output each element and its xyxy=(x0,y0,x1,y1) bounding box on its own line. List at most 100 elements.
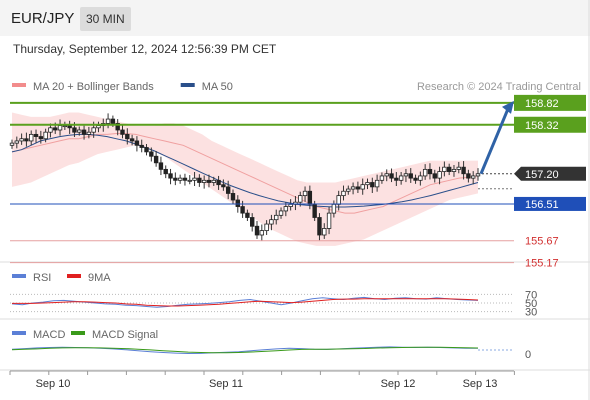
legend-swatch xyxy=(12,83,26,87)
candle xyxy=(48,127,53,133)
candle xyxy=(322,228,327,236)
candle xyxy=(326,212,332,229)
candle xyxy=(225,186,231,194)
candle xyxy=(341,190,346,197)
rsi-tick-label: 30 xyxy=(525,307,537,319)
candle xyxy=(163,168,168,175)
candle xyxy=(197,177,202,183)
candle xyxy=(374,179,380,188)
ma20-line xyxy=(11,133,479,214)
candle xyxy=(33,133,39,137)
legend-label: RSI xyxy=(33,272,51,284)
candle xyxy=(274,214,279,221)
candle xyxy=(168,173,173,179)
candle xyxy=(62,125,68,128)
legend-label: MACD Signal xyxy=(92,329,158,341)
candle xyxy=(384,173,389,177)
chart-header: EUR/JPY 30 MIN xyxy=(0,0,590,36)
candle xyxy=(129,138,135,142)
candle xyxy=(43,131,48,140)
candle xyxy=(53,127,58,131)
candle xyxy=(81,129,87,135)
candle xyxy=(77,129,82,133)
candle xyxy=(24,138,29,142)
level-badge xyxy=(514,116,586,133)
level-label: 156.51 xyxy=(525,199,559,211)
candle xyxy=(446,166,452,172)
candle xyxy=(398,175,404,181)
rsi-ma9-line xyxy=(12,298,479,307)
level-label: 158.82 xyxy=(525,98,559,110)
legend-label: MACD xyxy=(33,329,65,341)
candle xyxy=(96,125,101,129)
legend-swatch xyxy=(67,274,81,278)
candle xyxy=(437,171,442,179)
candle xyxy=(370,182,375,188)
candle xyxy=(427,168,433,175)
candle xyxy=(173,177,178,181)
candle xyxy=(451,168,457,172)
candle xyxy=(206,179,212,183)
level-label: 155.67 xyxy=(525,236,559,248)
level-label: 158.32 xyxy=(525,120,559,132)
candle xyxy=(355,186,361,190)
level-label: 155.17 xyxy=(525,258,559,270)
candle xyxy=(235,199,240,207)
candle xyxy=(14,140,20,144)
candle xyxy=(192,177,197,181)
candle xyxy=(149,151,154,157)
rsi-tick-label: 50 xyxy=(525,298,537,310)
candle xyxy=(230,193,236,201)
legend-label: 9MA xyxy=(88,272,111,284)
candle xyxy=(418,175,423,181)
candle xyxy=(177,177,183,181)
macd-signal-line xyxy=(11,346,479,354)
candle xyxy=(317,217,322,236)
candle xyxy=(91,127,96,133)
candle xyxy=(346,188,351,192)
level-badge xyxy=(514,94,586,111)
level-badge xyxy=(514,196,586,211)
candle xyxy=(139,144,144,148)
candle xyxy=(264,223,269,232)
candle xyxy=(144,147,149,153)
candle xyxy=(38,136,44,140)
legend-swatch xyxy=(71,331,85,335)
x-tick-label: Sep 13 xyxy=(463,378,498,390)
bollinger-band xyxy=(12,112,478,246)
candle xyxy=(307,190,313,205)
candle xyxy=(201,179,207,183)
candle xyxy=(442,166,447,172)
legend-swatch xyxy=(12,331,26,335)
candle xyxy=(298,195,303,203)
candle xyxy=(336,195,341,205)
candle xyxy=(125,133,130,140)
candle xyxy=(456,166,461,170)
candle xyxy=(110,118,116,124)
legend-swatch xyxy=(180,83,195,87)
candle xyxy=(302,190,308,197)
candle xyxy=(413,177,418,181)
candle xyxy=(187,179,192,182)
macd-tick-label: 0 xyxy=(525,349,531,361)
candle xyxy=(182,177,188,181)
x-tick-label: Sep 10 xyxy=(36,378,71,390)
candle xyxy=(283,206,289,212)
candle xyxy=(245,212,250,218)
candle xyxy=(29,133,34,142)
timeframe-button[interactable]: 30 MIN xyxy=(80,7,131,31)
candle xyxy=(120,129,125,135)
candle xyxy=(461,166,466,175)
candle xyxy=(312,203,317,218)
candle xyxy=(331,203,337,214)
candle xyxy=(360,184,365,190)
candle xyxy=(67,125,72,129)
candle xyxy=(240,206,245,214)
x-tick-label: Sep 11 xyxy=(209,378,243,390)
current-price-label: 157.20 xyxy=(525,169,559,181)
candle xyxy=(422,168,428,177)
candle xyxy=(221,184,226,188)
candle xyxy=(470,175,476,179)
candle xyxy=(211,179,216,183)
